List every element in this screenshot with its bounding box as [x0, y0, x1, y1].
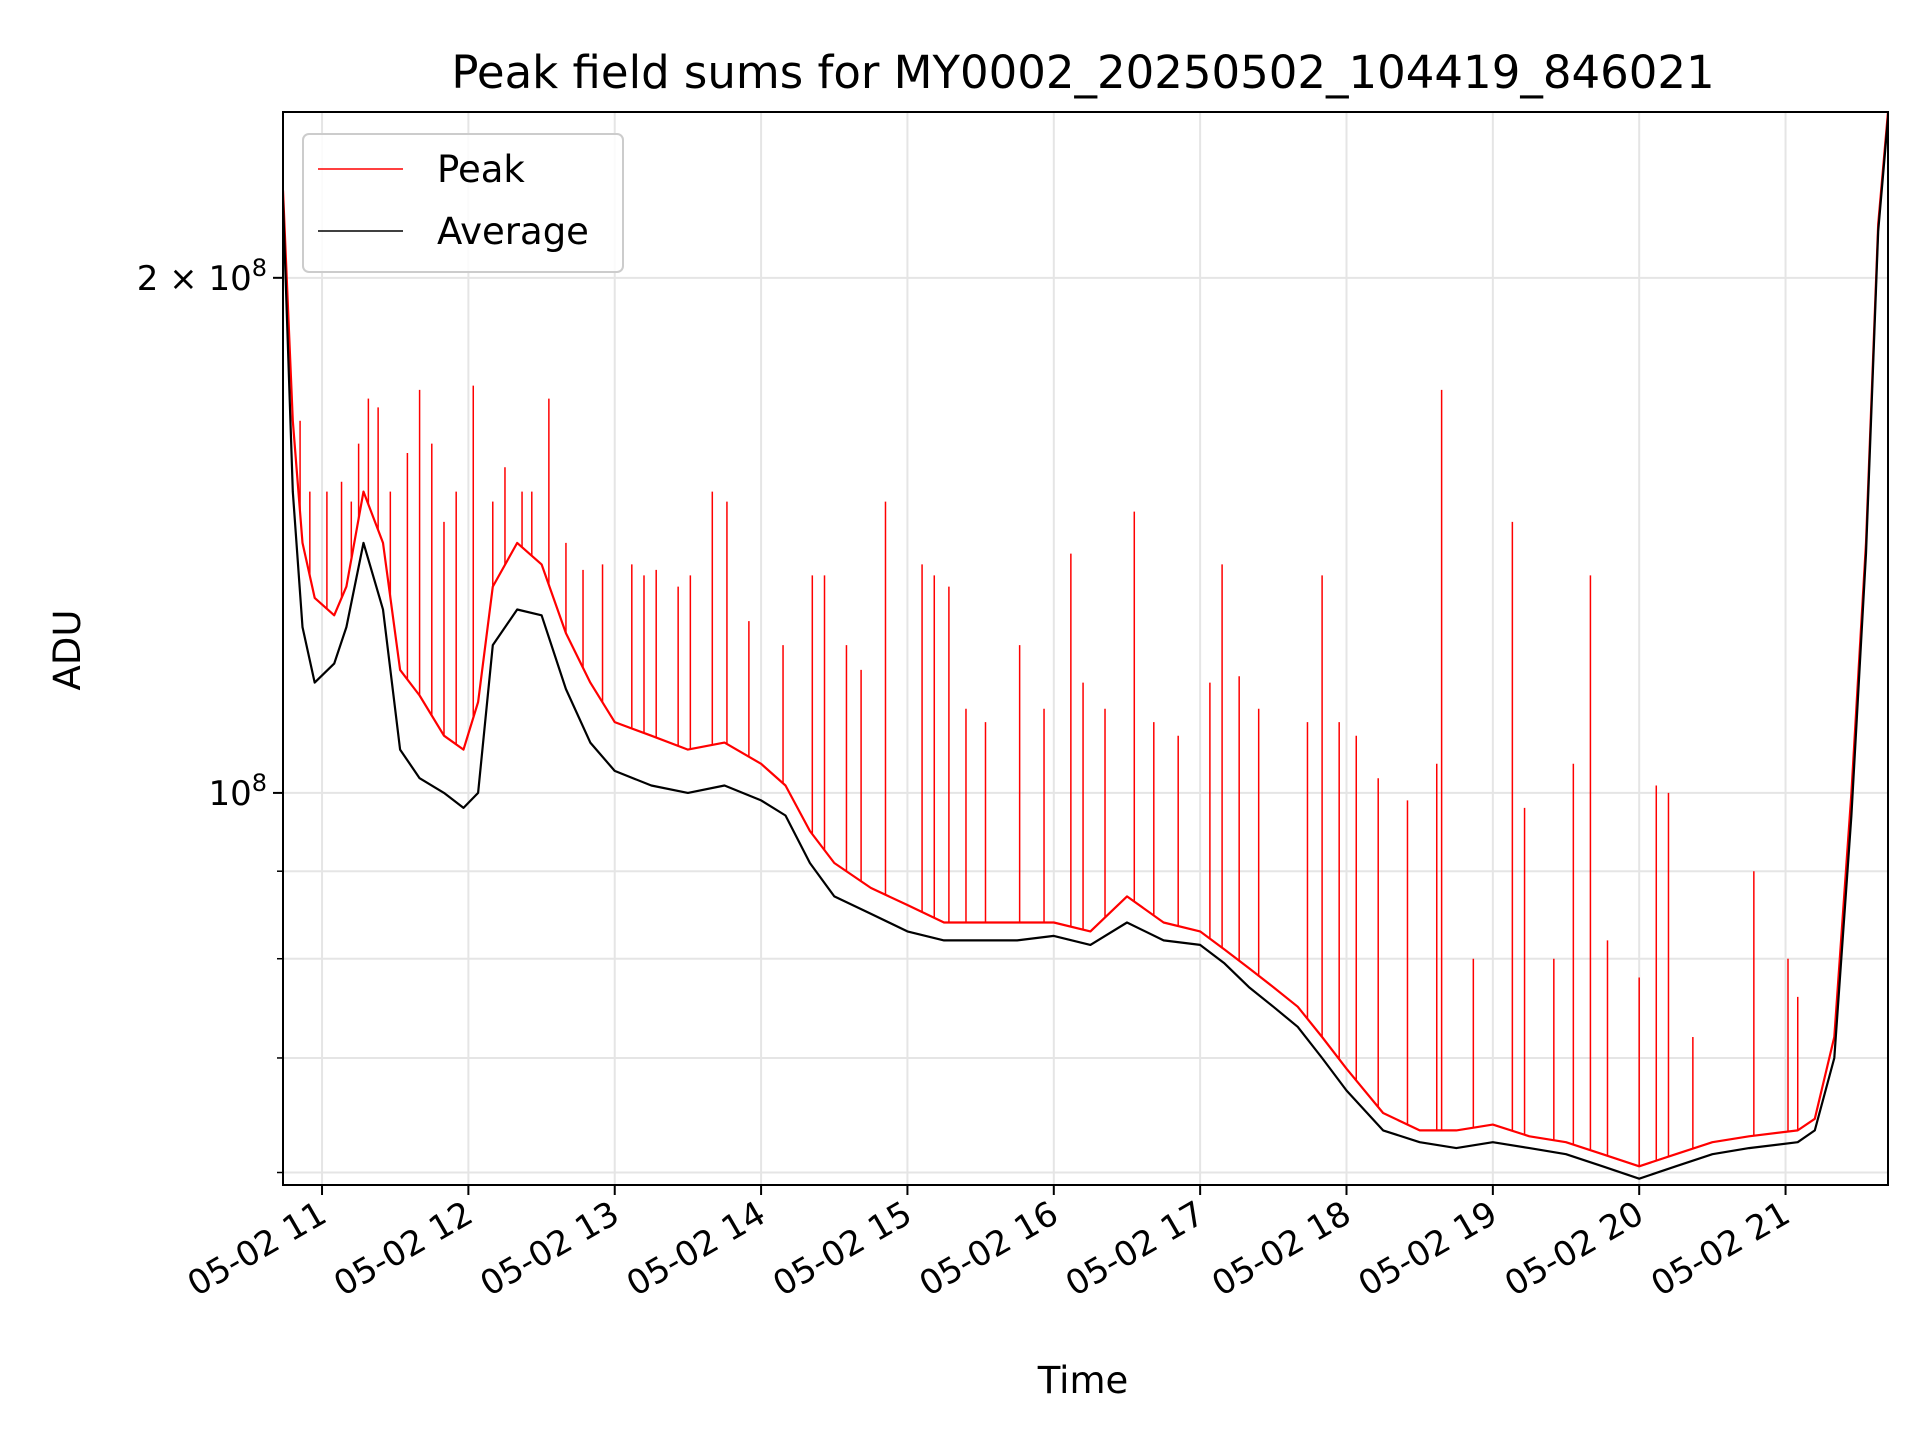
- grid: [283, 112, 1888, 1185]
- y-tick-label: 2 × 108: [137, 254, 267, 299]
- y-tick-label-base: 2 × 10: [137, 259, 252, 299]
- legend-peak-label: Peak: [437, 148, 525, 191]
- y-tick-label-exponent: 8: [252, 254, 267, 282]
- series-line-average: [283, 117, 1888, 1180]
- legend: Peak Average: [302, 133, 624, 273]
- y-tick-label-exponent: 8: [252, 769, 267, 797]
- series-layer: [283, 112, 1888, 1180]
- legend-average-label: Average: [437, 210, 589, 253]
- x-axis-label: Time: [1037, 1359, 1129, 1402]
- plot-area: [283, 112, 1888, 1180]
- chart-title: Peak field sums for MY0002_20250502_1044…: [451, 46, 1714, 99]
- series-line-peak: [283, 112, 1888, 1168]
- y-tick-label-base: 10: [208, 774, 251, 814]
- y-axis-label: ADU: [46, 610, 89, 691]
- y-tick-label: 108: [208, 769, 267, 814]
- plot-frame: [282, 111, 1889, 1186]
